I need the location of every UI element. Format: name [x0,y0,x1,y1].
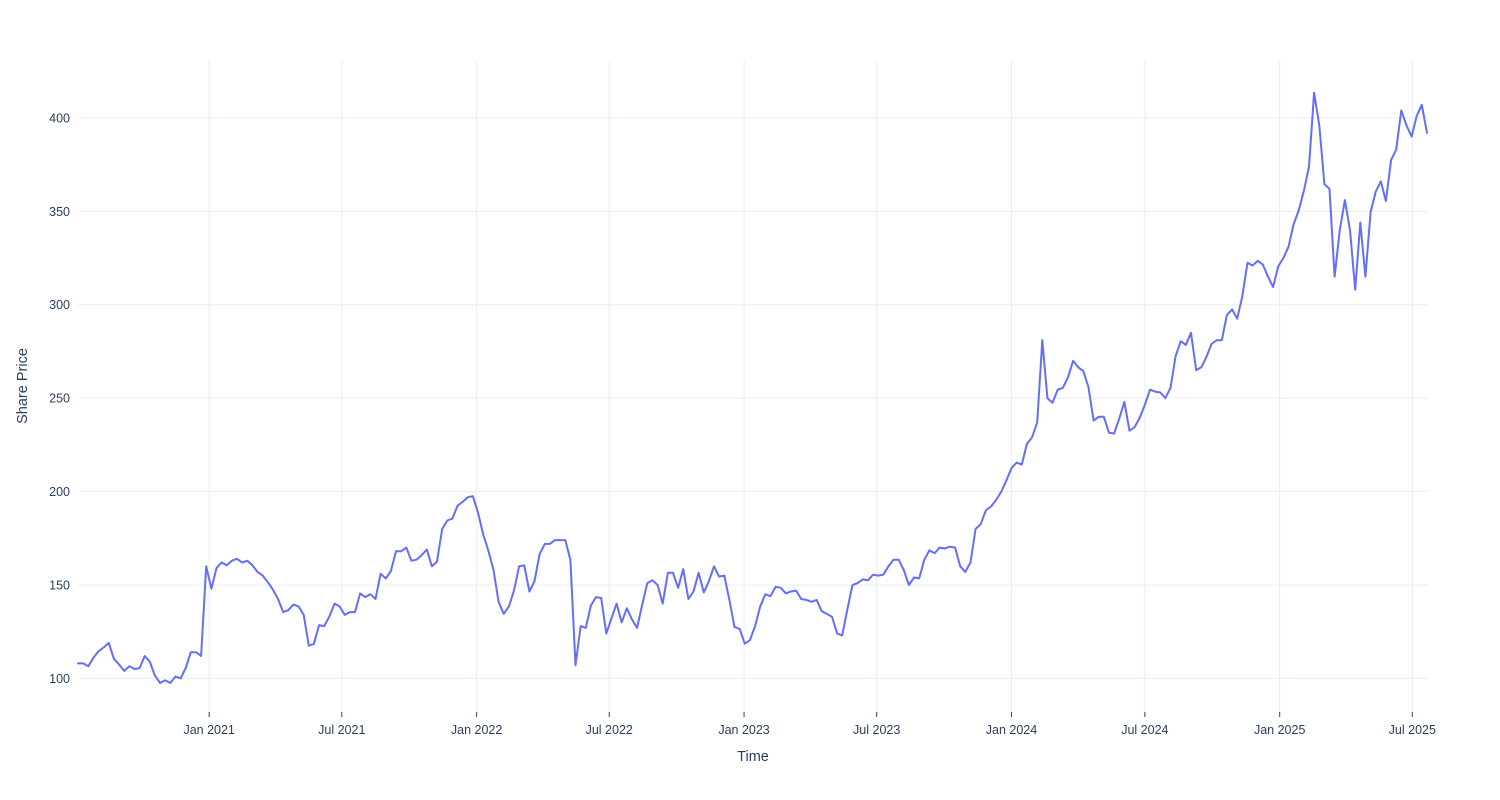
x-tick-labels: Jan 2021 Jul 2021 Jan 2022 Jul 2022 Jan 2023… [183,723,1436,737]
x-tick-label: Jul 2024 [1121,723,1168,737]
y-tick-label: 250 [49,392,70,406]
x-tick-label: Jul 2021 [318,723,365,737]
y-gridlines [78,117,1428,679]
y-tick-label: 150 [49,578,70,592]
x-tick-label: Jan 2023 [718,723,769,737]
y-tick-label: 350 [49,205,70,219]
x-tick-label: Jul 2025 [1389,723,1436,737]
x-tick-label: Jan 2022 [451,723,502,737]
x-tick-label: Jul 2022 [586,723,633,737]
y-tick-label: 300 [49,298,70,312]
y-tick-label: 400 [49,111,70,125]
y-tick-label: 200 [49,485,70,499]
price-line [77,91,1428,684]
x-gridlines [208,60,1413,712]
y-tick-labels: 100 150 200 250 300 350 400 [49,111,70,685]
price-line-series [77,91,1428,684]
x-tick-label: Jan 2025 [1254,723,1305,737]
x-tick-label: Jan 2021 [183,723,234,737]
x-axis-title: Time [737,749,769,765]
x-tick-label: Jul 2023 [853,723,900,737]
x-tick-marks [208,712,1413,717]
y-tick-label: 100 [49,672,70,686]
y-axis-title: Share Price [15,348,31,424]
x-tick-label: Jan 2024 [986,723,1037,737]
